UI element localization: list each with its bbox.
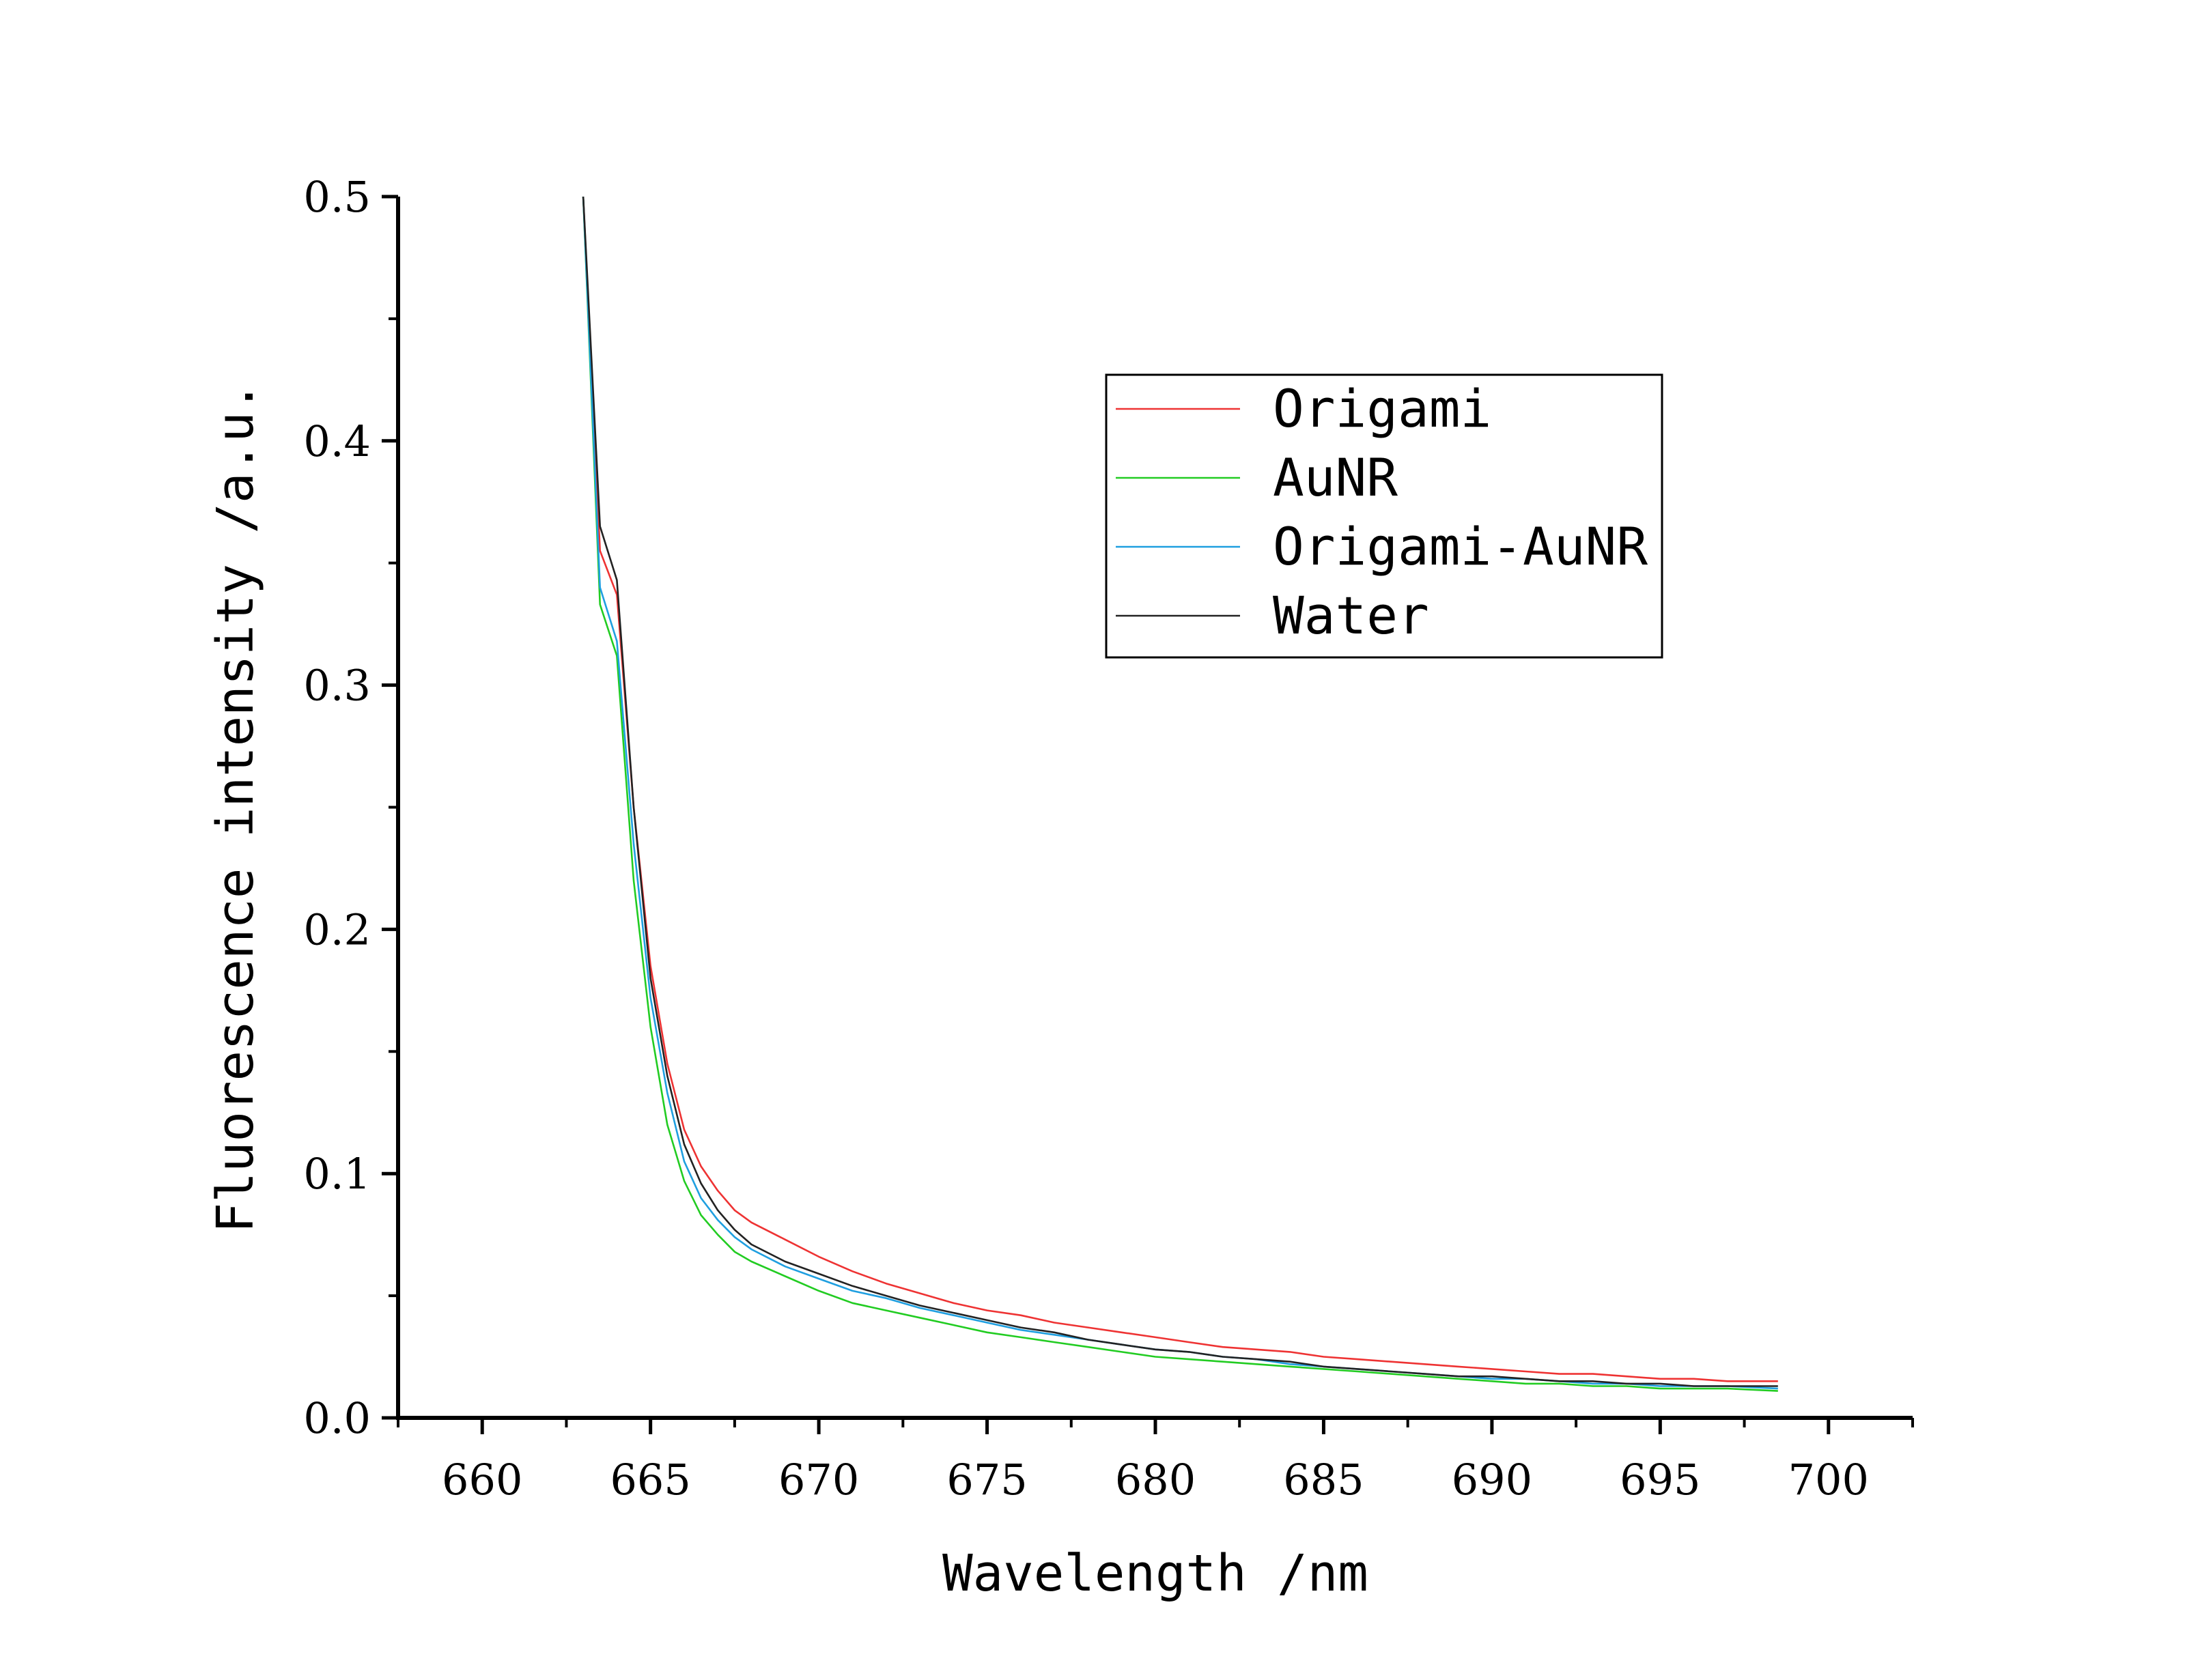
x-tick-label: 660 — [442, 1455, 522, 1505]
x-tick-label: 670 — [778, 1455, 859, 1505]
y-tick-label: 0.1 — [303, 1149, 371, 1199]
x-axis-title: Wavelength /nm — [942, 1544, 1368, 1603]
legend: Origami AuNR Origami-AuNR Water — [1105, 373, 1663, 659]
series-line-water — [582, 197, 1778, 1387]
y-tick-label: 0.3 — [303, 661, 371, 711]
x-tick-label: 685 — [1283, 1455, 1364, 1505]
x-tick-label: 695 — [1620, 1455, 1700, 1505]
y-tick-label: 0.0 — [303, 1393, 371, 1443]
x-tick-label: 690 — [1452, 1455, 1532, 1505]
legend-label: Origami-AuNR — [1273, 516, 1648, 577]
x-tick-label: 675 — [946, 1455, 1027, 1505]
legend-label: Origami — [1273, 378, 1491, 439]
y-tick-label: 0.4 — [303, 416, 371, 466]
series-line-origami — [582, 197, 1778, 1382]
axes: 660 665 670 675 680 685 690 695 700 0.0 0.1 0.2 0.3 0… — [303, 172, 1914, 1505]
x-tick-label: 665 — [610, 1455, 690, 1505]
series-layer — [582, 197, 1778, 1392]
legend-label: Water — [1273, 585, 1429, 646]
x-tick-label: 680 — [1115, 1455, 1196, 1505]
y-axis-title: Fluorescence intensity /a.u. — [206, 382, 265, 1233]
x-tick-label: 700 — [1788, 1455, 1869, 1505]
legend-box — [1105, 373, 1663, 659]
y-tick-label: 0.2 — [303, 905, 371, 954]
legend-label: AuNR — [1273, 447, 1398, 508]
series-line-aunr — [582, 197, 1778, 1392]
y-tick-label: 0.5 — [303, 172, 371, 222]
